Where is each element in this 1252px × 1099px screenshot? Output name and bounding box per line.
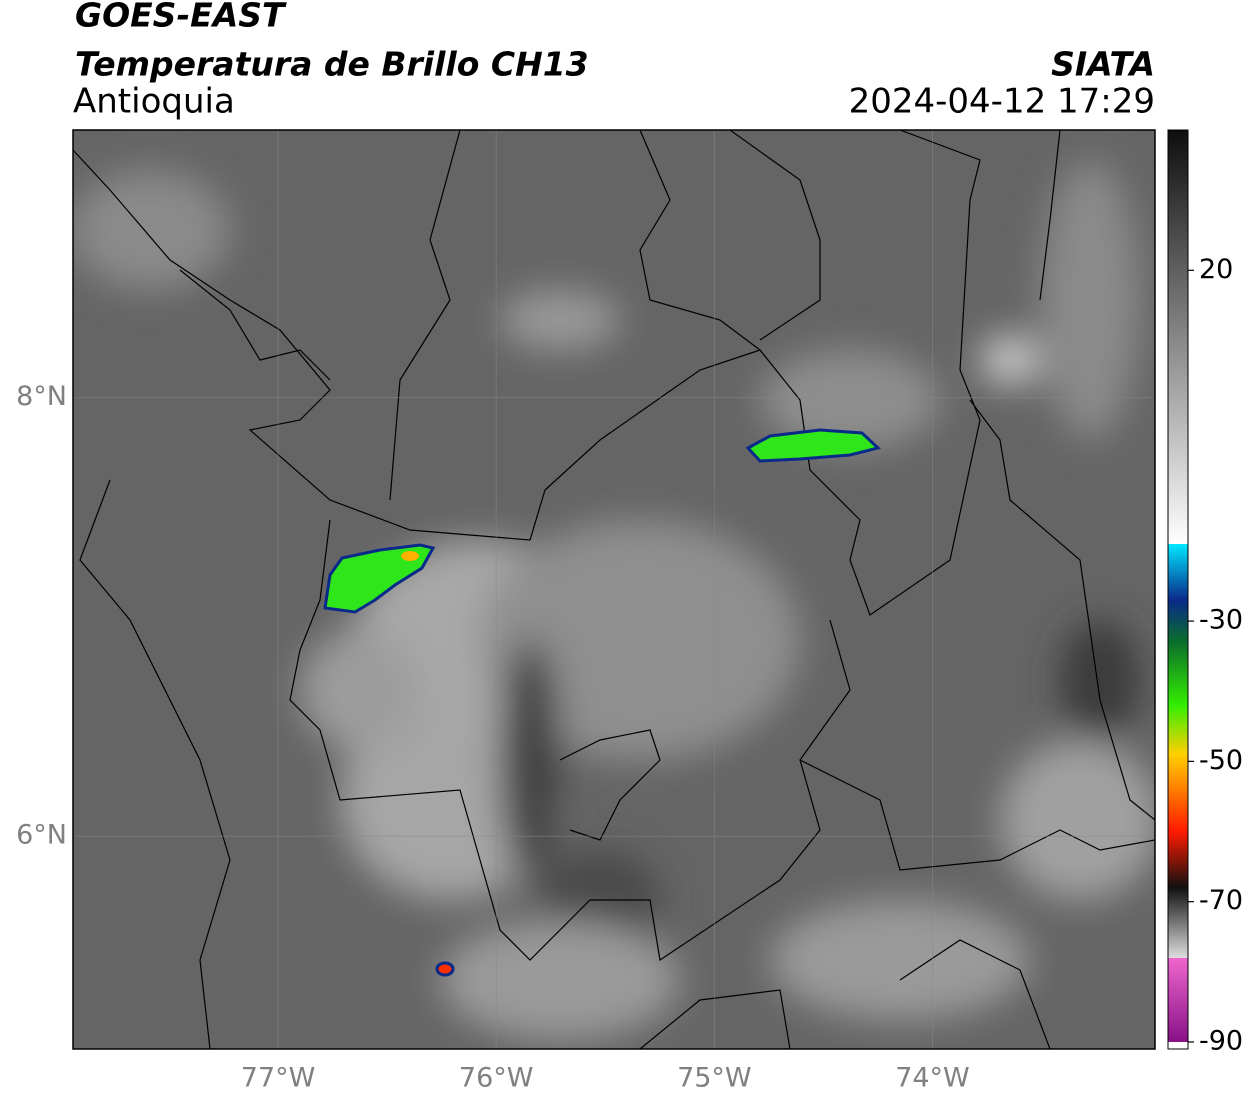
region: Antioquia [73,82,235,122]
border-line [899,939,1051,1049]
border-line [559,729,661,841]
subtitle: Temperatura de Brillo CH13 [75,45,589,84]
storm-cell [323,543,436,614]
colorbar-tick-label: 20 [1199,254,1233,285]
cloud-field [73,160,1155,1040]
border-line [639,130,761,351]
map [73,130,1155,1049]
title: GOES-EAST [75,0,287,35]
storm-cells [323,428,882,977]
border-line [289,519,851,962]
colorbar-tick-label: -90 [1199,1025,1243,1056]
border-line [969,399,1155,821]
x-tick-label: 75°W [677,1063,752,1094]
colorbar-tick-label: -50 [1199,745,1243,776]
border-line [729,130,821,341]
border-line [73,130,981,616]
border-line [639,989,791,1049]
y-tick-label: 8°N [16,381,67,412]
x-tick-label: 77°W [241,1063,316,1094]
colorbar-scale [1167,129,1189,1050]
x-tick-label: 74°W [895,1063,970,1094]
storm-cell [435,961,455,977]
border-line [79,479,231,1049]
border-line [179,269,331,381]
map-frame [72,129,1156,1050]
source: SIATA [1051,45,1155,84]
border-line [799,759,1155,871]
storm-cell [745,428,882,463]
colorbar-tick-label: -30 [1199,605,1243,636]
colorbar-tick-label: -70 [1199,885,1243,916]
storm-core [401,551,419,561]
grid [73,130,1155,1049]
datetime: 2024-04-12 17:29 [849,82,1155,122]
colorbar: 20 -30 -50 -70 -90 [1167,129,1243,1056]
x-tick-label: 76°W [459,1063,534,1094]
y-tick-label: 6°N [16,820,67,851]
border-line [389,130,461,501]
border-line [1039,130,1061,301]
borders [73,130,1155,1049]
